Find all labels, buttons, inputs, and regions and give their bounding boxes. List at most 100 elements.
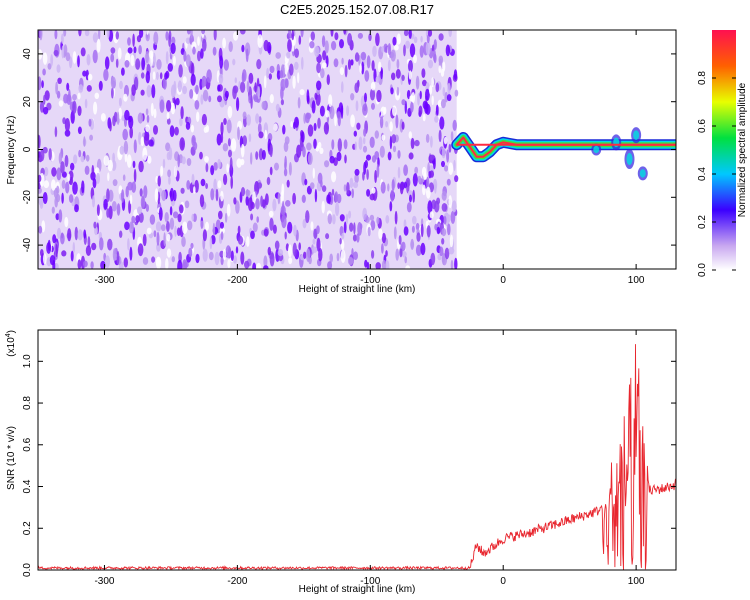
noise-blob: [56, 90, 61, 99]
noise-blob: [263, 265, 269, 269]
noise-blob: [174, 165, 178, 178]
noise-blob: [252, 222, 258, 233]
noise-blob: [119, 145, 125, 155]
noise-blob: [318, 248, 323, 262]
noise-blob: [118, 107, 122, 120]
noise-blob: [426, 186, 431, 199]
snr-series: [38, 344, 676, 570]
noise-blob: [360, 51, 367, 61]
noise-blob: [260, 195, 263, 207]
noise-blob: [92, 178, 97, 189]
noise-blob: [299, 89, 305, 96]
colorbar-tick-label: 0.0: [697, 263, 708, 277]
noise-blob: [186, 180, 191, 190]
noise-blob: [269, 94, 274, 104]
noise-blob: [115, 31, 120, 40]
noise-blob: [330, 30, 334, 37]
noise-blob: [61, 192, 64, 204]
noise-blob: [329, 155, 335, 164]
noise-blob: [357, 222, 362, 236]
noise-blob: [127, 238, 130, 251]
noise-blob: [229, 157, 233, 171]
noise-blob: [127, 181, 133, 191]
noise-blob: [347, 59, 352, 70]
noise-blob: [362, 103, 368, 116]
snr-xtick-label: 0: [500, 576, 506, 587]
noise-blob: [401, 251, 407, 258]
noise-blob: [364, 92, 367, 103]
noise-blob: [257, 86, 261, 100]
noise-blob: [325, 233, 330, 240]
noise-blob: [261, 149, 266, 160]
noise-blob: [303, 251, 307, 259]
noise-blob: [77, 92, 81, 100]
noise-blob: [381, 243, 384, 254]
noise-blob: [277, 249, 284, 257]
noise-blob: [405, 265, 411, 269]
noise-blob: [175, 97, 180, 106]
noise-blob: [72, 181, 78, 195]
noise-blob: [92, 49, 98, 64]
noise-blob: [124, 221, 130, 231]
noise-blob: [301, 194, 306, 203]
noise-blob: [145, 124, 150, 133]
noise-blob: [441, 238, 445, 245]
noise-blob: [364, 70, 370, 82]
noise-blob: [372, 45, 377, 57]
noise-blob: [304, 178, 308, 186]
noise-blob: [199, 151, 203, 160]
noise-blob: [225, 245, 231, 259]
noise-blob: [78, 149, 82, 158]
noise-blob: [281, 214, 287, 229]
noise-blob: [46, 242, 52, 254]
noise-blob: [397, 182, 401, 189]
noise-blob: [419, 90, 422, 100]
spectrogram-ytick-label: -40: [22, 237, 33, 252]
noise-blob: [172, 55, 176, 66]
noise-blob: [334, 32, 339, 41]
noise-blob: [309, 41, 315, 49]
noise-blob: [222, 143, 229, 152]
noise-blob: [44, 90, 50, 101]
noise-blob: [94, 92, 100, 100]
noise-blob: [129, 194, 133, 205]
noise-blob: [224, 212, 228, 223]
noise-blob: [70, 110, 75, 124]
noise-blob: [263, 255, 268, 268]
colorbar-label: Normalized spectral amplitude: [737, 82, 748, 217]
noise-blob: [307, 152, 313, 165]
noise-blob: [190, 124, 195, 133]
noise-blob: [107, 172, 110, 182]
noise-blob: [142, 147, 148, 161]
noise-blob: [275, 103, 280, 112]
noise-blob: [158, 207, 163, 221]
noise-blob: [96, 172, 100, 184]
noise-blob: [146, 227, 152, 235]
noise-blob: [138, 160, 144, 173]
noise-blob: [99, 237, 104, 251]
noise-blob: [38, 225, 43, 234]
noise-blob: [444, 165, 449, 172]
noise-blob: [380, 67, 383, 80]
noise-blob: [248, 133, 252, 143]
noise-blob: [83, 136, 86, 147]
noise-blob: [435, 82, 440, 93]
noise-blob: [152, 71, 156, 80]
noise-blob: [177, 80, 182, 93]
noise-blob: [258, 148, 264, 161]
noise-blob: [264, 129, 268, 140]
noise-blob: [78, 84, 84, 93]
noise-blob: [61, 179, 66, 189]
noise-blob: [272, 198, 277, 212]
noise-blob: [38, 195, 44, 206]
noise-blob: [441, 160, 445, 168]
noise-blob: [77, 105, 82, 117]
noise-blob: [121, 67, 125, 76]
noise-blob: [143, 185, 148, 199]
noise-blob: [73, 154, 78, 164]
noise-blob: [190, 242, 194, 249]
noise-blob: [385, 260, 390, 269]
noise-blob: [190, 30, 193, 39]
noise-blob: [357, 32, 363, 39]
noise-blob: [43, 253, 47, 265]
